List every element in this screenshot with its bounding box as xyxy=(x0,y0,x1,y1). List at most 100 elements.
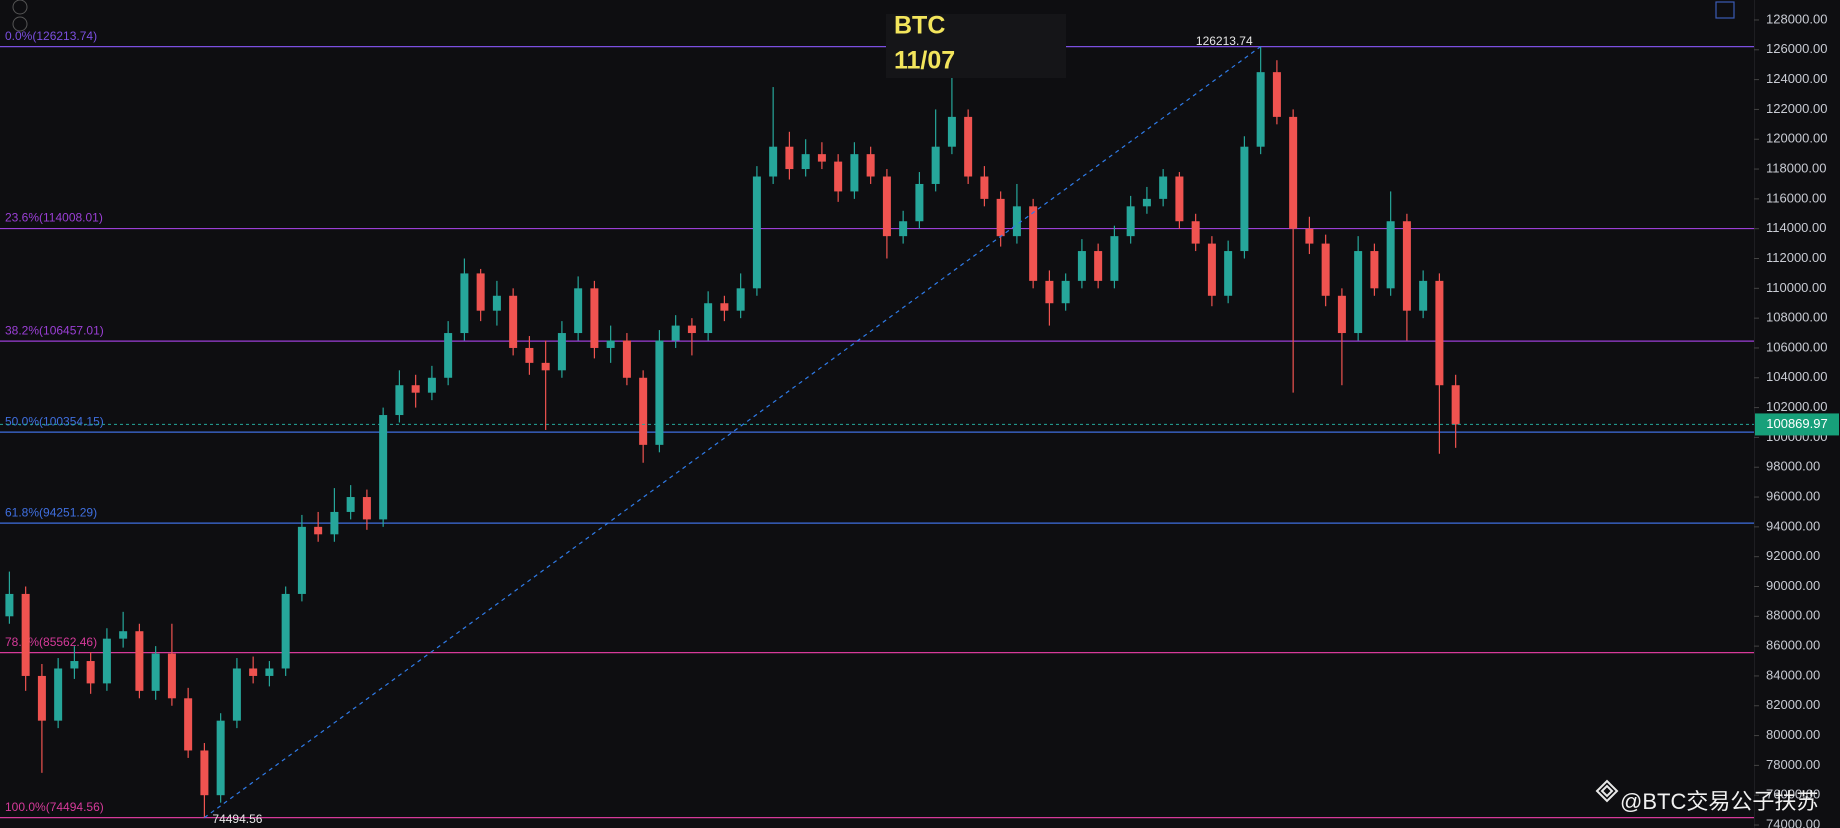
candle-body xyxy=(899,221,908,237)
chart-title: BTC xyxy=(894,12,945,40)
candle-body xyxy=(1256,72,1265,147)
candle-body xyxy=(915,183,924,222)
last-price-tag xyxy=(1755,413,1839,436)
candle-body xyxy=(817,154,826,162)
candle-body xyxy=(964,116,973,177)
candle-body xyxy=(216,720,225,796)
candle-body xyxy=(1142,198,1151,207)
candle-body xyxy=(411,385,420,393)
last-price-label: 100869.97 xyxy=(1766,416,1827,431)
candle-body xyxy=(362,497,371,520)
y-tick-label: 106000.00 xyxy=(1766,339,1827,354)
candle-body xyxy=(1337,295,1346,334)
trend-end-label: 126213.74 xyxy=(1196,34,1253,48)
y-tick-label: 90000.00 xyxy=(1766,578,1820,593)
fullscreen-icon[interactable] xyxy=(1715,1,1735,19)
fib-label: 38.2%(106457.01) xyxy=(5,323,104,337)
candle-body xyxy=(1077,251,1086,281)
candle-body xyxy=(249,668,258,676)
candle-body xyxy=(1110,236,1119,281)
candle-body xyxy=(687,325,696,334)
candle-body xyxy=(1305,228,1314,244)
candle-body xyxy=(590,288,599,348)
candle-body xyxy=(54,668,63,721)
candle-body xyxy=(1402,221,1411,311)
candle-body xyxy=(167,653,176,699)
y-tick-label: 102000.00 xyxy=(1766,399,1827,414)
fib-label: 78.6%(85562.46) xyxy=(5,635,97,649)
candle-body xyxy=(736,288,745,311)
y-tick-label: 84000.00 xyxy=(1766,667,1820,682)
y-tick-label: 124000.00 xyxy=(1766,71,1827,86)
candle-body xyxy=(947,116,956,147)
y-tick-label: 86000.00 xyxy=(1766,638,1820,653)
candle-body xyxy=(769,146,778,177)
candle-body xyxy=(70,661,79,669)
candle-body xyxy=(492,295,501,311)
candle-body xyxy=(1175,176,1184,222)
candle-body xyxy=(655,340,664,445)
y-tick-label: 98000.00 xyxy=(1766,459,1820,474)
candle-body xyxy=(135,631,144,691)
candle-body xyxy=(379,415,388,520)
candle-body xyxy=(119,631,128,639)
candle-body xyxy=(1061,280,1070,304)
y-tick-label: 74000.00 xyxy=(1766,816,1820,828)
y-tick-label: 78000.00 xyxy=(1766,757,1820,772)
candle-body xyxy=(525,347,534,363)
candle-body xyxy=(1029,206,1038,281)
fib-label: 50.0%(100354.15) xyxy=(5,414,104,428)
toolbar-icons[interactable] xyxy=(12,0,28,32)
candle-body xyxy=(1240,146,1249,252)
candle-body xyxy=(330,511,339,535)
candle-body xyxy=(5,593,14,617)
y-tick-label: 92000.00 xyxy=(1766,548,1820,563)
y-tick-label: 118000.00 xyxy=(1766,160,1827,175)
y-tick-label: 88000.00 xyxy=(1766,608,1820,623)
candle-body xyxy=(102,638,111,684)
candle-body xyxy=(1126,206,1135,237)
candle-body xyxy=(574,288,583,334)
candle-body xyxy=(1419,280,1428,311)
y-tick-label: 114000.00 xyxy=(1766,220,1827,235)
candle-body xyxy=(1272,72,1281,117)
candle-body xyxy=(265,668,274,676)
candle-body xyxy=(184,698,193,751)
y-tick-label: 126000.00 xyxy=(1766,41,1827,56)
title-box xyxy=(886,14,1066,78)
candle-body xyxy=(395,385,404,416)
candle-body xyxy=(850,154,859,192)
y-tick-label: 128000.00 xyxy=(1766,11,1827,26)
candle-body xyxy=(882,176,891,237)
watermark: @BTC交易公子扶苏 xyxy=(1620,789,1818,814)
y-tick-label: 82000.00 xyxy=(1766,697,1820,712)
fib-label: 0.0%(126213.74) xyxy=(5,29,97,43)
candle-body xyxy=(86,661,95,684)
candle-body xyxy=(1191,221,1200,244)
candle-body xyxy=(1012,206,1021,237)
candle-body xyxy=(232,668,241,721)
candle-body xyxy=(1386,221,1395,289)
candle-body xyxy=(1370,251,1379,289)
candle-body xyxy=(151,653,160,691)
fib-label: 61.8%(94251.29) xyxy=(5,505,97,519)
candle-body xyxy=(1289,116,1298,229)
y-tick-label: 122000.00 xyxy=(1766,101,1827,116)
candle-body xyxy=(37,675,46,721)
y-tick-label: 96000.00 xyxy=(1766,488,1820,503)
fib-label: 100.0%(74494.56) xyxy=(5,800,104,814)
candle-body xyxy=(541,362,550,371)
candle-body xyxy=(1159,176,1168,199)
candle-body xyxy=(606,340,615,348)
candle-body xyxy=(752,176,761,289)
candle-body xyxy=(639,377,648,445)
candle-body xyxy=(557,333,566,371)
y-tick-label: 108000.00 xyxy=(1766,310,1827,325)
y-tick-label: 110000.00 xyxy=(1766,280,1827,295)
y-tick-label: 104000.00 xyxy=(1766,369,1827,384)
candle-body xyxy=(427,377,436,393)
y-tick-label: 76000.00 xyxy=(1766,787,1820,802)
